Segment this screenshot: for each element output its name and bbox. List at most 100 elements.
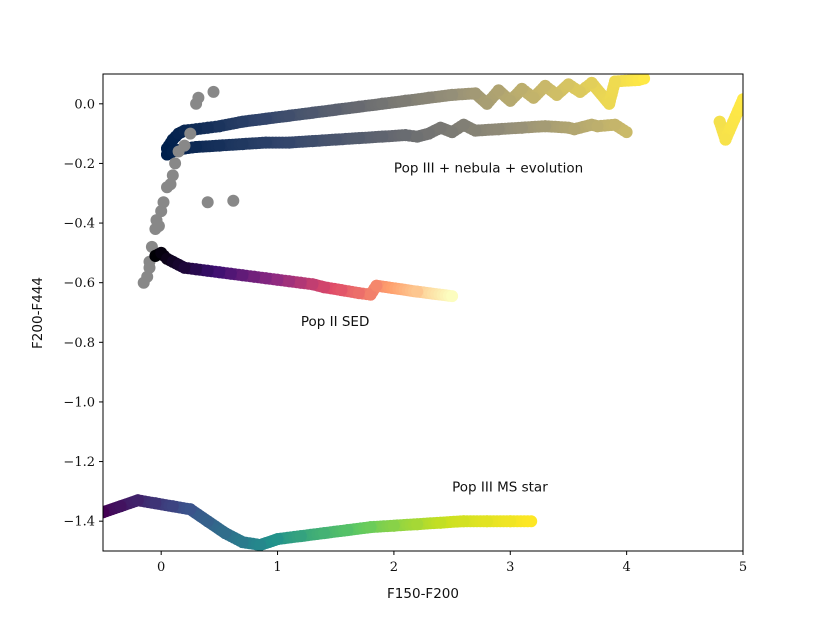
data-point xyxy=(283,109,296,122)
data-point xyxy=(283,275,296,288)
data-point xyxy=(585,76,598,89)
y-axis: 0.0 −0.2 −0.4 −0.6 −0.8 −1.0 −1.2 −1.4 xyxy=(63,97,103,530)
x-tick-label: 4 xyxy=(622,560,630,575)
data-point xyxy=(271,273,284,286)
x-tick-label: 3 xyxy=(506,560,514,575)
data-point xyxy=(550,88,563,101)
data-point xyxy=(271,533,284,546)
y-tick-label: −0.8 xyxy=(63,336,95,351)
series-4 xyxy=(103,494,538,551)
data-point xyxy=(335,284,348,297)
data-point xyxy=(370,279,383,292)
data-point xyxy=(399,129,412,142)
data-point xyxy=(207,85,220,98)
data-point xyxy=(213,139,226,152)
data-point xyxy=(306,106,319,119)
x-axis-label: F150-F200 xyxy=(387,586,459,602)
data-point xyxy=(149,497,162,510)
data-point xyxy=(137,276,150,289)
data-point xyxy=(609,75,621,88)
data-point xyxy=(178,139,191,152)
data-point xyxy=(318,281,331,294)
data-point xyxy=(184,127,197,140)
data-point xyxy=(539,120,552,133)
data-point xyxy=(225,267,237,280)
data-point xyxy=(157,196,170,209)
data-point xyxy=(469,124,482,137)
data-point xyxy=(422,127,435,140)
data-point xyxy=(201,121,214,134)
data-point xyxy=(411,285,424,298)
data-point xyxy=(609,118,621,131)
data-point xyxy=(527,91,540,104)
data-point xyxy=(591,120,604,133)
data-point xyxy=(236,536,249,549)
series-3 xyxy=(149,246,459,303)
data-point xyxy=(492,84,505,97)
data-point xyxy=(364,521,377,534)
data-point xyxy=(166,169,179,182)
x-axis: 0 1 2 3 4 5 xyxy=(157,551,747,575)
y-tick-label: −0.2 xyxy=(63,157,95,172)
data-point xyxy=(504,515,517,528)
data-point xyxy=(353,100,365,113)
data-point xyxy=(341,524,354,537)
annotation-label: Pop III + nebula + evolution xyxy=(394,160,583,176)
data-point xyxy=(387,519,400,532)
data-point xyxy=(620,126,633,139)
x-tick-label: 0 xyxy=(157,560,165,575)
y-tick-label: −1.4 xyxy=(63,515,95,530)
data-point xyxy=(457,118,470,131)
data-point xyxy=(719,133,732,146)
y-tick-label: −0.6 xyxy=(63,276,95,291)
data-point xyxy=(178,261,191,274)
data-point xyxy=(603,97,616,110)
y-tick-label: −0.4 xyxy=(63,217,95,232)
data-point xyxy=(190,141,203,153)
data-point xyxy=(638,74,651,85)
y-axis-label: F200-F444 xyxy=(30,277,46,349)
y-tick-label: −1.2 xyxy=(63,455,95,470)
data-point xyxy=(254,539,267,551)
x-tick-label: 1 xyxy=(273,560,281,575)
data-point xyxy=(236,269,249,282)
data-point xyxy=(446,88,459,101)
data-point xyxy=(574,85,587,98)
y-tick-label: 0.0 xyxy=(74,97,95,112)
x-tick-label: 2 xyxy=(390,560,398,575)
data-point xyxy=(329,133,342,146)
data-point xyxy=(329,103,342,116)
data-point xyxy=(515,121,528,134)
data-point xyxy=(190,263,203,276)
data-point xyxy=(294,530,307,543)
data-point xyxy=(422,91,435,104)
data-point xyxy=(259,136,272,149)
data-point xyxy=(184,503,197,516)
data-point xyxy=(504,94,517,107)
data-point xyxy=(481,97,493,110)
plot-frame xyxy=(102,73,744,552)
data-point xyxy=(562,78,575,91)
data-point xyxy=(236,138,249,151)
data-point xyxy=(399,94,412,107)
data-point xyxy=(294,276,307,289)
data-point xyxy=(434,516,447,529)
data-point xyxy=(492,123,505,136)
data-point xyxy=(525,515,538,528)
data-point xyxy=(166,500,179,513)
data-point xyxy=(446,290,459,303)
data-point xyxy=(192,91,205,104)
data-point xyxy=(219,527,232,540)
data-point xyxy=(713,115,726,128)
data-point xyxy=(446,126,459,139)
data-point xyxy=(201,515,214,528)
data-point xyxy=(364,288,377,301)
data-point xyxy=(457,515,470,528)
data-point xyxy=(152,220,165,232)
data-point xyxy=(353,132,365,145)
data-point xyxy=(318,527,331,540)
data-point xyxy=(103,506,109,519)
data-point xyxy=(283,136,296,149)
data-point xyxy=(353,287,365,300)
data-point xyxy=(236,115,249,128)
